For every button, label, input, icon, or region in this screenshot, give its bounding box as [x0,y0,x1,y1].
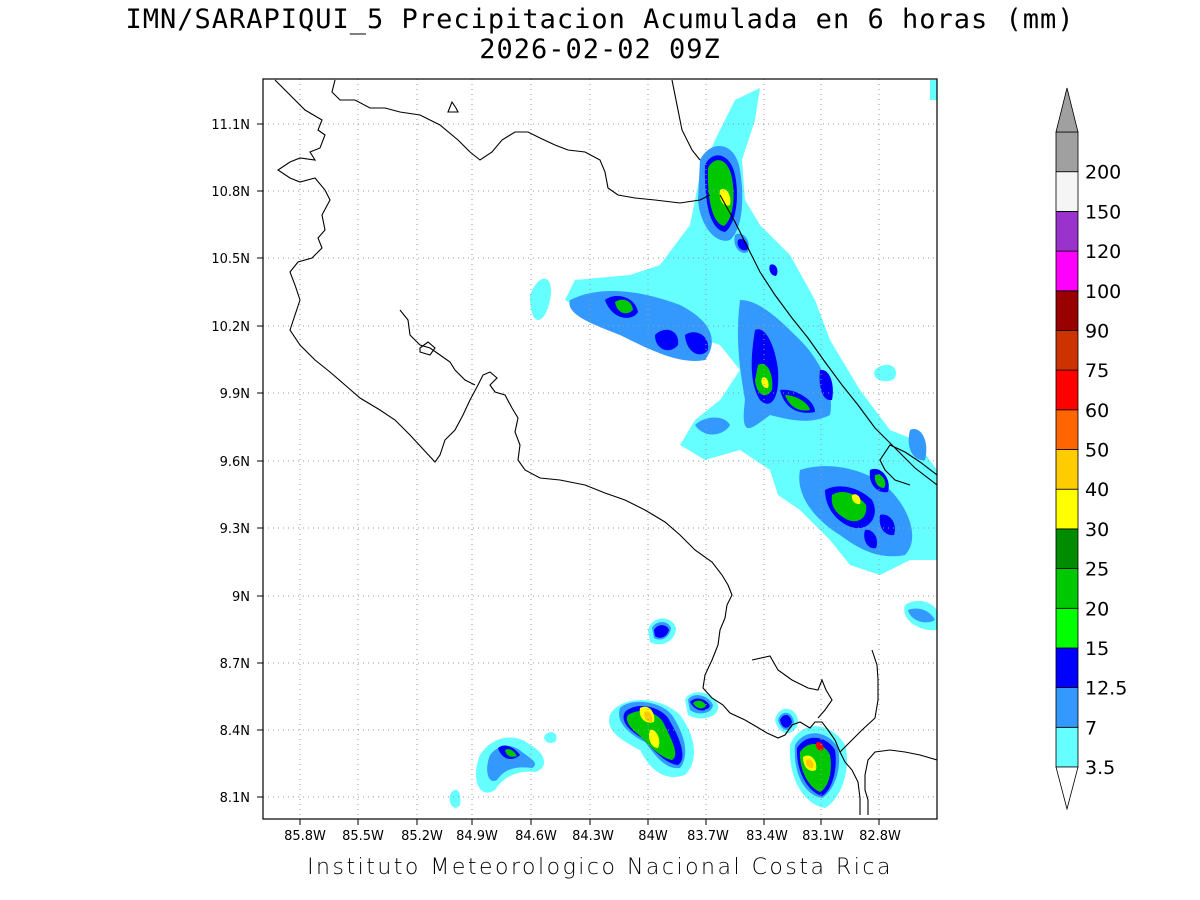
lat-tick-label: 10.2N [211,320,250,335]
lat-tick-label: 8.4N [220,724,250,739]
lon-tick-label: 84.6W [515,829,557,844]
graticule [263,79,937,819]
colorbar-label: 50 [1085,440,1109,462]
colorbar-label: 60 [1085,400,1109,422]
lon-tick-label: 83.4W [746,829,788,844]
lon-tick-label: 83.7W [687,829,729,844]
lon-tick-label: 85.8W [284,829,326,844]
colorbar-swatch [1055,329,1079,371]
lat-tick-label: 8.7N [220,657,250,672]
colorbar-label: 90 [1085,320,1109,342]
map-subtitle: 2026-02-02 09Z [479,34,721,65]
colorbar-swatch [1055,687,1079,728]
lat-tick-label: 9.9N [220,387,250,402]
colorbar-max-arrow [1055,87,1079,133]
colorbar-swatch [1055,409,1079,450]
colorbar-label: 40 [1085,479,1109,501]
colorbar-label: 20 [1085,598,1109,620]
colorbar-swatch [1055,528,1079,570]
lon-tick-label: 85.2W [401,829,443,844]
colorbar-swatch [1055,369,1079,411]
map-frame [262,78,938,820]
lat-tick-label: 11.1N [211,118,250,133]
colorbar-swatch [1055,210,1079,252]
precipitation-field [449,80,937,808]
colorbar-swatch [1055,726,1079,768]
colorbar-label: 12.5 [1085,678,1127,700]
colorbar-swatch [1055,647,1079,689]
colorbar-label: 7 [1085,717,1097,739]
colorbar-label: 25 [1085,559,1109,581]
colorbar-label: 200 [1085,162,1121,184]
lat-tick-label: 9.6N [220,455,250,470]
colorbar-swatch [1055,607,1079,649]
colorbar-swatch [1055,488,1079,530]
colorbar-label: 100 [1085,281,1121,303]
colorbar-label: 150 [1085,201,1121,223]
colorbar-label: 30 [1085,519,1109,541]
lon-tick-label: 84.3W [572,829,614,844]
lat-tick-label: 8.1N [220,791,250,806]
colorbar-label: 120 [1085,241,1121,263]
colorbar-swatch [1055,568,1079,609]
colorbar-swatch [1055,131,1079,173]
colorbar-label: 3.5 [1085,757,1115,779]
lat-axis [257,123,263,798]
colorbar-min-arrow [1055,766,1079,811]
lat-tick-label: 9N [232,590,250,605]
colorbar: 3.5 7 12.5 15 20 25 30 40 50 60 75 90 100 120 150 200 [1055,87,1127,811]
colorbar-swatch [1055,449,1079,490]
colorbar-label: 15 [1085,638,1109,660]
colorbar-swatch [1055,171,1079,212]
colorbar-swatch [1055,290,1079,331]
lon-tick-label: 82.8W [859,829,901,844]
footer-credit: Instituto Meteorologico Nacional Costa R… [307,855,893,880]
map-title: IMN/SARAPIQUI_5 Precipitacion Acumulada … [125,4,1075,35]
lon-tick-label: 84.9W [456,829,498,844]
lon-axis [299,819,880,825]
lon-tick-label: 84W [638,829,668,844]
lat-tick-label: 9.3N [220,522,250,537]
lon-tick-label: 83.1W [802,829,844,844]
lon-tick-label: 85.5W [342,829,384,844]
colorbar-label: 75 [1085,360,1109,382]
colorbar-swatch [1055,250,1079,292]
lat-tick-label: 10.8N [211,185,250,200]
lat-tick-label: 10.5N [211,252,250,267]
coastline [274,79,937,815]
